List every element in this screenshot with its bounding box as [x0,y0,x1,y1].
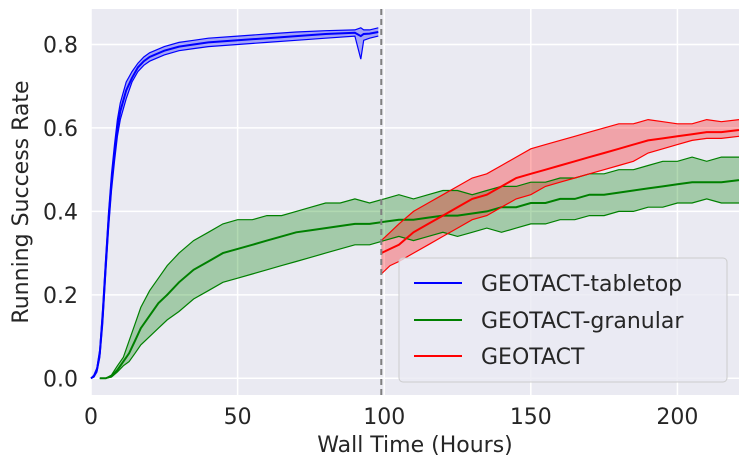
legend-label-geotact-tabletop: GEOTACT-tabletop [481,272,682,297]
series-lines [90,27,740,380]
x-tick-label: 0 [84,405,98,430]
legend-label-geotact-granular: GEOTACT-granular [481,309,684,334]
x-axis-title: Wall Time (Hours) [317,433,513,458]
legend-box [398,257,728,383]
y-tick-label: 0.2 [43,284,78,309]
upper-bound-geotact [380,118,740,242]
y-tick-label: 0.6 [43,117,78,142]
confidence-bands [91,27,740,379]
x-tick-label: 200 [656,405,698,430]
legend-label-geotact: GEOTACT [481,345,585,370]
y-tick-label: 0.8 [43,33,78,58]
y-axis-title: Running Success Rate [9,80,34,323]
band-geotact-granular [99,157,740,379]
x-tick-label: 50 [224,405,252,430]
x-tick-label: 150 [510,405,552,430]
x-tick-label: 100 [363,405,405,430]
y-tick-label: 0.4 [43,200,78,225]
line-geotact-tabletop [90,31,379,380]
lower-bound-geotact-granular [99,198,739,379]
y-tick-label: 0.0 [43,367,78,392]
lower-bound-geotact [380,135,740,275]
band-geotact [381,119,739,274]
line-geotact [380,129,740,255]
x-tick-labels: 0 50 100 150 200 [84,405,698,430]
upper-bound-geotact-granular [99,156,739,379]
y-tick-labels: 0.0 0.2 0.4 0.6 0.8 [43,33,78,392]
line-geotact-granular [99,179,740,380]
legend: GEOTACT-tabletop GEOTACT-granular GEOTAC… [398,257,728,383]
